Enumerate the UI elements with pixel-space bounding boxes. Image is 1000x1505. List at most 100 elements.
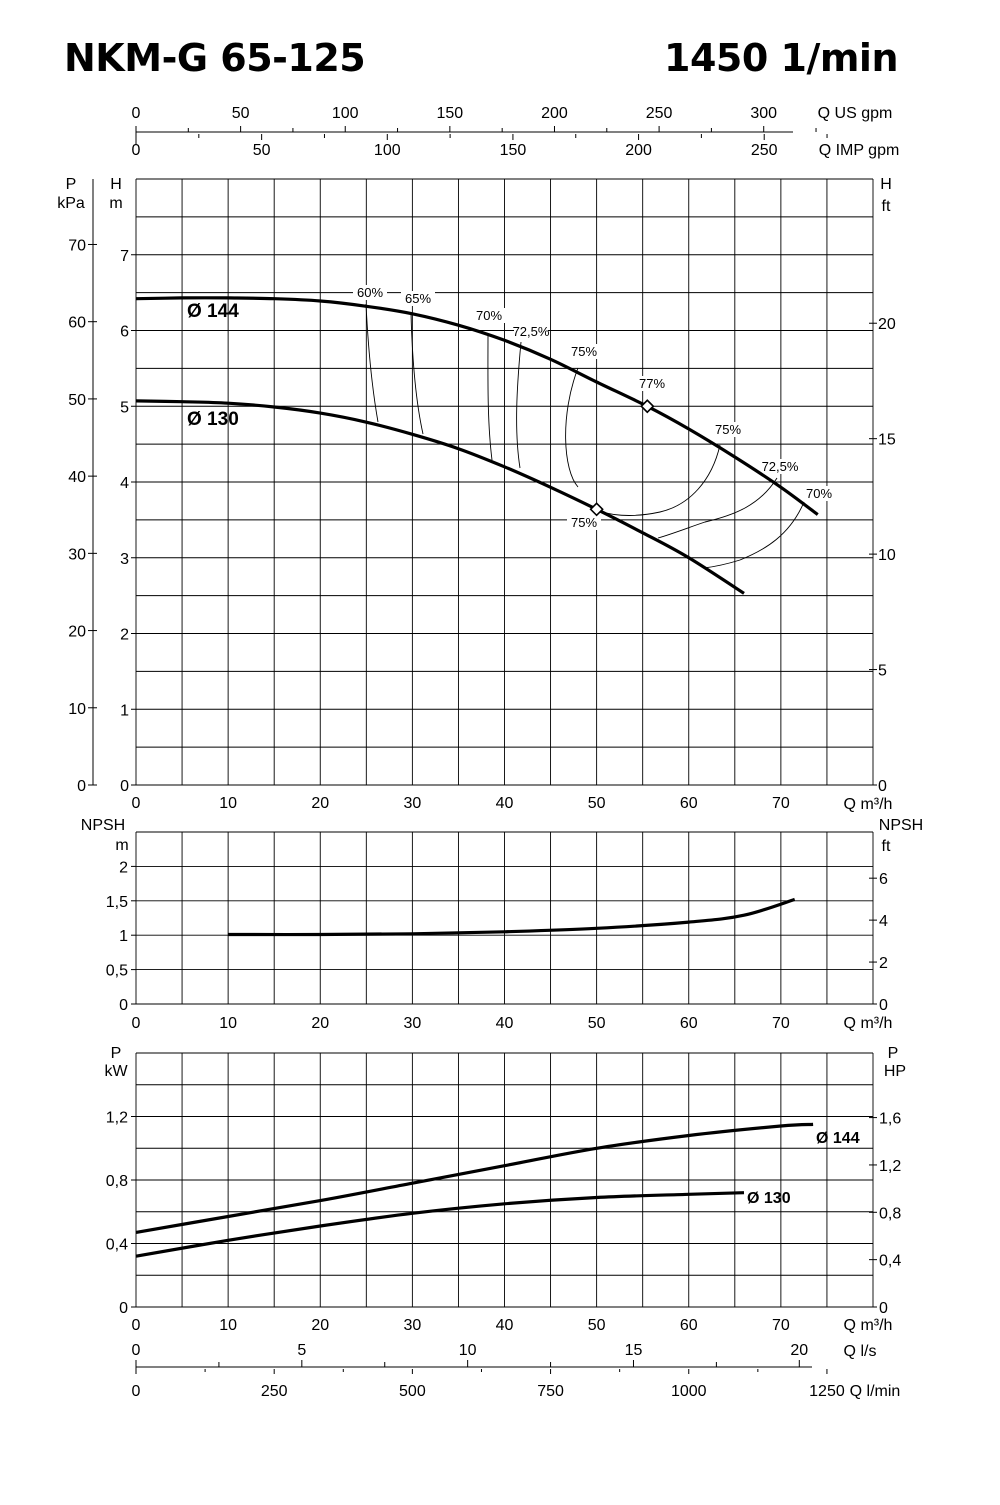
efficiency-label: 75% — [571, 344, 597, 359]
ft-tick-label: 15 — [878, 432, 896, 449]
efficiency-label: 72,5% — [513, 324, 550, 339]
npsh-ft-tick-label: 6 — [879, 871, 888, 888]
us-gpm-tick-label: 250 — [646, 105, 673, 122]
efficiency-label: 72,5% — [762, 459, 799, 474]
npsh-x-tick-label: 70 — [772, 1015, 790, 1032]
iso-efficiency-line — [591, 444, 721, 516]
eff-label-bg — [514, 324, 548, 339]
power-curve-label-d144: Ø 144 — [816, 1130, 860, 1147]
npsh-x-tick-label: 30 — [403, 1015, 421, 1032]
head-x-tick-label: 20 — [311, 795, 329, 812]
npsh-left-name: NPSH — [81, 817, 125, 834]
kpa-axis-unit: kPa — [57, 195, 85, 212]
power-curve-d144 — [135, 1122, 814, 1234]
efficiency-label: 60% — [357, 285, 383, 300]
npsh-ft-tick-label: 4 — [879, 913, 888, 930]
kpa-tick-label: 70 — [68, 237, 86, 254]
head-x-tick-label: 10 — [219, 795, 237, 812]
m-axis-unit: m — [109, 195, 122, 212]
iso-efficiency-line — [703, 501, 805, 569]
ls-tick-label: 15 — [625, 1342, 643, 1359]
power-curve-d130 — [135, 1191, 745, 1258]
iso-efficiency-line — [365, 303, 379, 423]
kpa-tick-label: 20 — [68, 624, 86, 641]
speed-title: 1450 1/min — [664, 36, 898, 80]
power-x-tick-label: 30 — [403, 1317, 421, 1334]
kw-tick-label: 0 — [119, 1300, 128, 1317]
eff-label-bg — [401, 291, 435, 306]
npsh-x-unit: Q m³/h — [844, 1015, 893, 1032]
efficiency-label: 75% — [715, 422, 741, 437]
head-x-tick-label: 30 — [403, 795, 421, 812]
lmin-tick-label: 0 — [132, 1383, 141, 1400]
npsh-m-tick-label: 0 — [119, 997, 128, 1014]
imp-gpm-unit: Q IMP gpm — [819, 142, 900, 159]
power-x-tick-label: 40 — [496, 1317, 514, 1334]
imp-gpm-tick-label: 150 — [500, 142, 527, 159]
imp-gpm-tick-label: 50 — [253, 142, 271, 159]
head-x-tick-label: 50 — [588, 795, 606, 812]
iso-efficiency-line — [516, 341, 522, 469]
m-axis-name: H — [110, 176, 122, 193]
power-x-tick-label: 70 — [772, 1317, 790, 1334]
us-gpm-tick-label: 0 — [132, 105, 141, 122]
eff-label-bg — [802, 486, 836, 501]
npsh-left-unit: m — [115, 837, 128, 854]
kw-axis-unit: kW — [104, 1063, 128, 1080]
head-curve-d130 — [135, 399, 745, 595]
hp-tick-label: 0,4 — [879, 1253, 901, 1270]
npsh-curve — [228, 897, 796, 937]
kpa-tick-label: 0 — [77, 778, 86, 795]
us-gpm-unit: Q US gpm — [818, 105, 893, 122]
m-tick-label: 3 — [120, 551, 129, 568]
efficiency-label: 77% — [639, 376, 665, 391]
m-tick-label: 0 — [120, 778, 129, 795]
power-x-tick-label: 0 — [132, 1317, 141, 1334]
us-gpm-tick-label: 50 — [232, 105, 250, 122]
ft-axis-unit: ft — [882, 198, 891, 215]
power-x-tick-label: 10 — [219, 1317, 237, 1334]
iso-efficiency-line — [565, 367, 579, 488]
hp-tick-label: 0,8 — [879, 1205, 901, 1222]
hp-tick-label: 1,2 — [879, 1158, 901, 1175]
m-tick-label: 1 — [120, 702, 129, 719]
head-x-unit: Q m³/h — [844, 796, 893, 813]
eff-label-bg — [763, 459, 797, 474]
hp-tick-label: 1,6 — [879, 1111, 901, 1128]
power-x-tick-label: 20 — [311, 1317, 329, 1334]
kw-tick-label: 0,8 — [106, 1173, 128, 1190]
m-tick-label: 7 — [120, 248, 129, 265]
head-x-tick-label: 70 — [772, 795, 790, 812]
npsh-ft-tick-label: 2 — [879, 955, 888, 972]
kw-axis-name: P — [111, 1045, 122, 1062]
eff-label-bg — [711, 422, 745, 437]
lmin-tick-label: 750 — [537, 1383, 564, 1400]
npsh-m-tick-label: 1,5 — [106, 894, 128, 911]
efficiency-label: 70% — [806, 486, 832, 501]
ls-tick-label: 20 — [790, 1342, 808, 1359]
eff-label-bg — [567, 515, 601, 530]
bep-marker — [640, 399, 655, 414]
head-curve-label-d144: Ø 144 — [187, 301, 239, 322]
ls-tick-label: 5 — [297, 1342, 306, 1359]
ft-tick-label: 10 — [878, 547, 896, 564]
ft-tick-label: 5 — [878, 663, 887, 680]
iso-efficiency-line — [487, 332, 493, 461]
iso-efficiency-line — [410, 312, 424, 435]
power-curve-label-d130: Ø 130 — [747, 1190, 791, 1207]
imp-gpm-tick-label: 250 — [751, 142, 778, 159]
npsh-ft-tick-label: 0 — [879, 997, 888, 1014]
lmin-tick-label: 1000 — [671, 1383, 707, 1400]
kpa-axis-name: P — [66, 176, 77, 193]
imp-gpm-tick-label: 200 — [625, 142, 652, 159]
head-curve-d144 — [135, 296, 819, 516]
npsh-right-unit: ft — [882, 838, 891, 855]
npsh-m-tick-label: 2 — [119, 859, 128, 876]
efficiency-label: 65% — [405, 291, 431, 306]
npsh-x-tick-label: 50 — [588, 1015, 606, 1032]
head-x-tick-label: 60 — [680, 795, 698, 812]
npsh-x-tick-label: 0 — [132, 1015, 141, 1032]
eff-label-bg — [472, 308, 506, 323]
